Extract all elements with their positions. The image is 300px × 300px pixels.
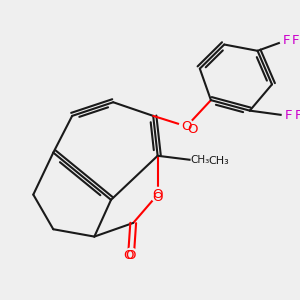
Text: F: F bbox=[285, 110, 292, 122]
Text: O: O bbox=[126, 249, 136, 262]
Circle shape bbox=[191, 152, 208, 170]
Circle shape bbox=[282, 110, 295, 122]
Text: CH₃: CH₃ bbox=[190, 154, 209, 165]
Text: O: O bbox=[152, 191, 163, 204]
Circle shape bbox=[124, 248, 138, 263]
Text: F: F bbox=[294, 110, 300, 122]
Circle shape bbox=[280, 34, 293, 47]
Circle shape bbox=[150, 188, 165, 202]
Text: CH₃: CH₃ bbox=[208, 156, 229, 166]
Circle shape bbox=[179, 119, 194, 134]
Text: F: F bbox=[292, 34, 300, 47]
Text: O: O bbox=[152, 188, 163, 201]
Text: O: O bbox=[123, 249, 134, 262]
Text: O: O bbox=[187, 123, 197, 136]
Text: O: O bbox=[181, 120, 192, 133]
Text: F: F bbox=[283, 34, 290, 47]
